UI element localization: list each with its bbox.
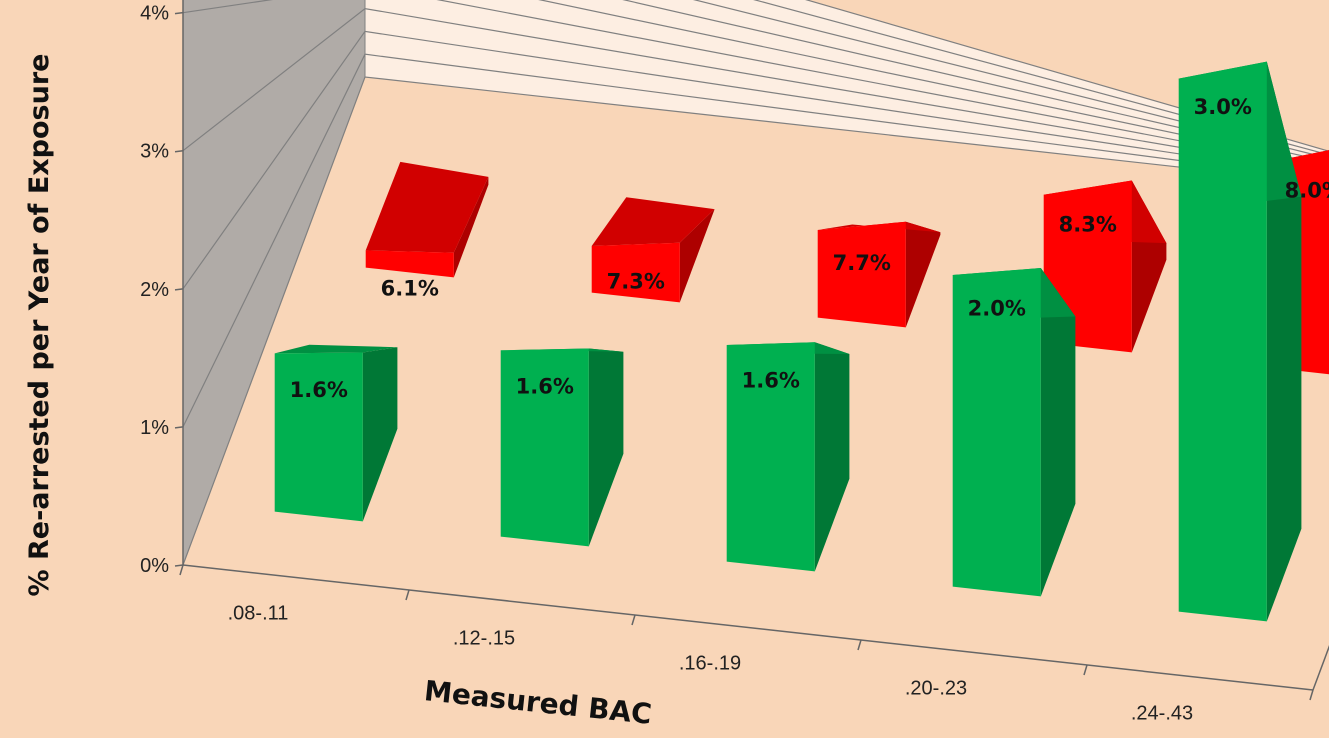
- y-tick-label: 4%: [140, 3, 169, 25]
- bars: [274, 61, 1329, 622]
- x-tick: [405, 589, 410, 601]
- axes: [174, 0, 1329, 701]
- y-tick: [174, 426, 184, 429]
- data-label: 7.7%: [833, 251, 891, 275]
- x-tick: [179, 564, 184, 576]
- y-tick: [174, 564, 184, 567]
- gridline: [622, 0, 1329, 163]
- gridline: [538, 0, 1329, 167]
- bar-green-4: [952, 268, 1076, 597]
- chart-side-wall: [183, 0, 365, 565]
- bar-green-1: [274, 344, 398, 522]
- bar-front: [726, 342, 815, 572]
- chart-back-wall: [365, 0, 1329, 184]
- gridline: [182, 0, 1329, 170]
- bar-green-5: [1178, 61, 1302, 622]
- bar-side: [814, 342, 850, 572]
- y-tick-label: 0%: [140, 555, 169, 577]
- x-axis-title: Measured BAC: [423, 674, 654, 731]
- data-label: 1.6%: [742, 369, 800, 393]
- data-label: 7.3%: [607, 269, 665, 293]
- x-tick-label: .20-.23: [905, 678, 967, 700]
- bar-green-3: [726, 342, 850, 572]
- x-tick: [631, 614, 636, 626]
- bar-front: [952, 268, 1041, 597]
- bar-side: [588, 348, 624, 547]
- bar-front: [274, 352, 363, 522]
- x-tick: [1083, 664, 1088, 676]
- gridlines: [182, 0, 1329, 566]
- x-tick: [857, 639, 862, 651]
- bar-side: [679, 209, 715, 303]
- bar-top: [591, 197, 715, 246]
- y-axis-title: % Re-arrested per Year of Exposure: [24, 54, 55, 597]
- bar-top: [274, 344, 398, 354]
- bar-front: [591, 242, 680, 303]
- y-tick: [174, 11, 184, 15]
- bar-top: [365, 161, 489, 253]
- y-tick: [174, 150, 184, 153]
- bar-green-2: [500, 348, 624, 547]
- data-label: 8.3%: [1059, 213, 1117, 237]
- bar-side: [905, 221, 941, 328]
- x-tick: [1309, 689, 1314, 701]
- x-tick-label: .16-.19: [679, 653, 741, 675]
- data-label: 1.6%: [516, 374, 574, 398]
- bar-side: [1266, 61, 1302, 622]
- x-tick-label: .12-.15: [453, 628, 515, 650]
- bar-front: [1178, 61, 1267, 622]
- bar-front: [365, 250, 454, 278]
- gridline: [805, 0, 1329, 152]
- bar-side: [453, 176, 489, 278]
- data-label: 3.0%: [1194, 95, 1252, 119]
- data-label: 1.6%: [290, 378, 348, 402]
- data-label: 6.1%: [381, 277, 439, 301]
- bar-front: [817, 221, 906, 328]
- x-axis-line: [182, 564, 1314, 691]
- data-label: 8.0%: [1285, 178, 1329, 202]
- bar-red-2: [591, 197, 715, 303]
- gridline: [692, 0, 1329, 160]
- bar-side: [362, 347, 398, 522]
- y-tick-label: 1%: [140, 417, 169, 439]
- x-tick-label: .08-.11: [228, 603, 289, 625]
- y-tick-label: 3%: [140, 141, 169, 163]
- x-tick-label: .24-.43: [1131, 703, 1193, 725]
- y-tick-label: 2%: [140, 279, 169, 301]
- y-tick: [174, 288, 184, 291]
- bar-front: [500, 348, 589, 547]
- bar-top: [817, 221, 941, 233]
- bar-red-3: [817, 221, 941, 328]
- bar-red-1: [365, 161, 489, 278]
- gridline: [753, 0, 1329, 156]
- labels: 0%1%2%3%4%5%6%7%8%9%.08-.11.12-.15.16-.1…: [140, 3, 1329, 725]
- data-label: 2.0%: [968, 296, 1026, 320]
- bar-side: [1040, 268, 1076, 597]
